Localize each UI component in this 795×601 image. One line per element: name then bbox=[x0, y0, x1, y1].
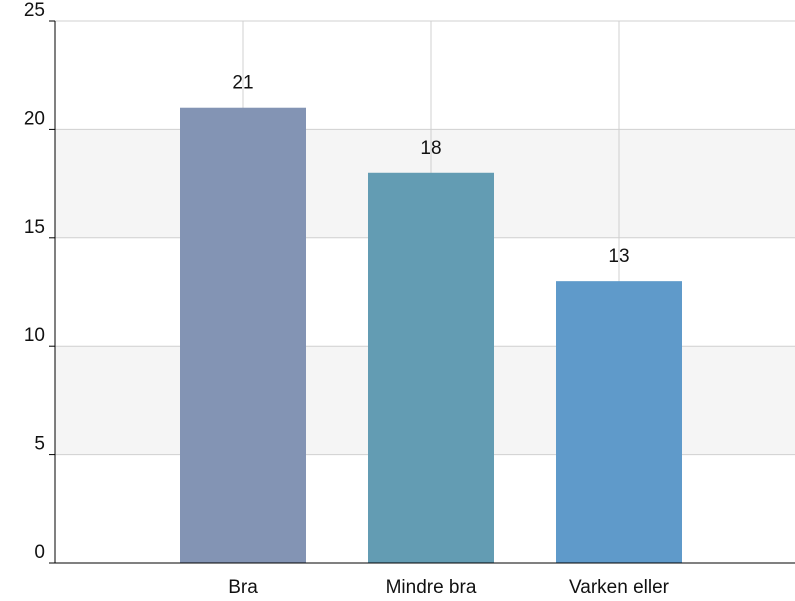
bar bbox=[180, 107, 306, 563]
y-tick-label: 5 bbox=[34, 434, 45, 455]
bar bbox=[368, 172, 494, 563]
y-tick-label: 10 bbox=[24, 325, 45, 346]
y-tick-label: 0 bbox=[34, 542, 45, 563]
data-label: 21 bbox=[232, 73, 253, 94]
x-tick-label: Bra bbox=[228, 577, 258, 598]
data-label: 13 bbox=[608, 246, 629, 267]
bar bbox=[556, 281, 682, 563]
y-tick-label: 15 bbox=[24, 217, 45, 238]
y-tick-label: 25 bbox=[24, 0, 45, 21]
x-tick-label: Mindre bra bbox=[386, 577, 477, 598]
data-label: 18 bbox=[420, 138, 441, 159]
y-tick-label: 20 bbox=[24, 108, 45, 129]
x-tick-label: Varken eller bbox=[569, 577, 670, 598]
